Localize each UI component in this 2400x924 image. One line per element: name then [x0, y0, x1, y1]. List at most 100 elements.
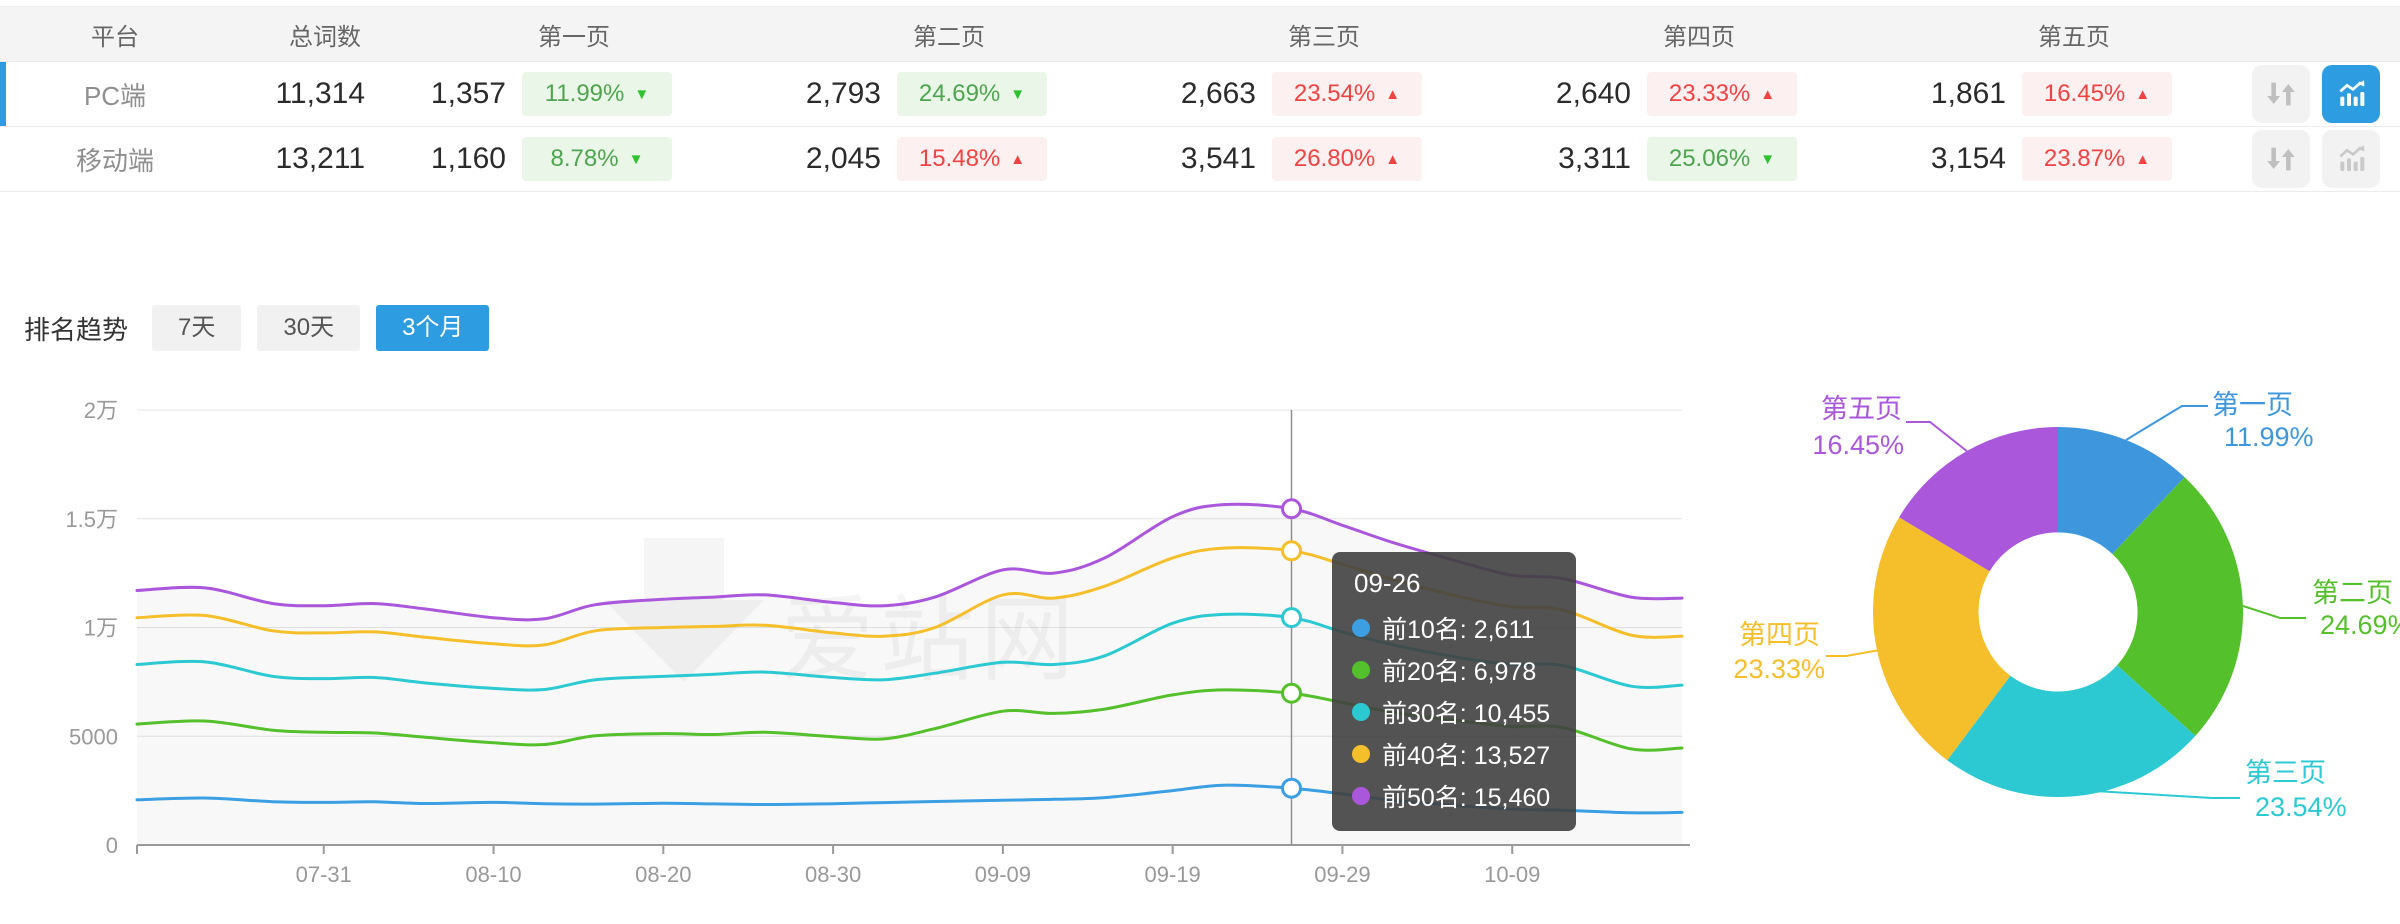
page4-group: 3,311 25.06% ▼: [1430, 137, 1805, 181]
donut-label-第二页: 第二页: [2312, 578, 2393, 608]
trend-arrow-icon: ▲: [2135, 85, 2151, 103]
header-platform: 平台: [91, 23, 139, 51]
header-total-words: 总词数: [289, 23, 361, 51]
total-words-value: 11,314: [275, 77, 365, 110]
header-actions: [2180, 7, 2400, 61]
trend-arrow-icon: ▼: [1760, 150, 1776, 168]
header-page-4: 第四页: [1663, 23, 1735, 51]
change-badge: 16.45% ▲: [2022, 72, 2172, 116]
donut-pct-第二页: 24.69%: [2320, 610, 2400, 640]
page1-group: 1,160 8.78% ▼: [420, 137, 680, 181]
page-count: 3,154: [1930, 142, 2006, 175]
donut-label-第四页: 第四页: [1739, 620, 1820, 650]
table-row-pc[interactable]: PC端 11,314 1,357 11.99% ▼ 2,793 24.69% ▼ 2…: [0, 62, 2400, 127]
x-axis-label: 08-10: [465, 862, 521, 887]
donut-slice-第二页[interactable]: [2112, 477, 2244, 736]
tab-3-months[interactable]: 3个月: [376, 305, 490, 351]
platform-label: 移动端: [75, 145, 154, 176]
keyword-rank-table: 平台 总词数 第一页 第二页 第三页 第四页 第五页 PC端 11,314 1,…: [0, 6, 2400, 192]
y-axis-label: 1万: [84, 616, 118, 641]
label-leader-line: [2242, 605, 2306, 619]
page-count: 2,793: [805, 77, 881, 110]
trend-arrow-icon: ▲: [1760, 85, 1776, 103]
change-badge: 8.78% ▼: [522, 137, 672, 181]
highlight-marker-前10名: [1281, 777, 1303, 799]
updown-arrows-button[interactable]: [2252, 65, 2310, 123]
page-count: 2,045: [805, 142, 881, 175]
donut-slice-第三页[interactable]: [1947, 665, 2196, 798]
header-page-5: 第五页: [2038, 23, 2110, 51]
page-count: 1,160: [430, 142, 506, 175]
highlight-marker-前50名: [1281, 498, 1303, 520]
row-actions: [2180, 130, 2400, 188]
x-axis-label: 08-30: [805, 862, 861, 887]
donut-label-第一页: 第一页: [2212, 390, 2293, 420]
donut-label-第五页: 第五页: [1821, 394, 1902, 424]
trend-arrow-icon: ▲: [1385, 150, 1401, 168]
tab-30-days[interactable]: 30天: [257, 305, 361, 351]
header-page-2: 第二页: [913, 23, 985, 51]
trend-chart-icon: [2339, 80, 2365, 106]
page-count: 3,311: [1558, 142, 1631, 175]
updown-arrows-button[interactable]: [2252, 130, 2310, 188]
table-header-row: 平台 总词数 第一页 第二页 第三页 第四页 第五页: [0, 7, 2400, 62]
y-axis-label: 1.5万: [65, 507, 118, 532]
table-row-mobile[interactable]: 移动端 13,211 1,160 8.78% ▼ 2,045 15.48% ▲ 3,…: [0, 127, 2400, 192]
highlight-marker-前30名: [1281, 607, 1303, 629]
page4-group: 2,640 23.33% ▲: [1430, 72, 1805, 116]
x-axis-label: 09-19: [1145, 862, 1201, 887]
page2-group: 2,045 15.48% ▲: [680, 137, 1055, 181]
trend-chart-button[interactable]: [2322, 65, 2380, 123]
page-count: 1,861: [1930, 77, 2006, 110]
tab-7-days[interactable]: 7天: [152, 305, 242, 351]
change-badge: 11.99% ▼: [522, 72, 672, 116]
donut-pct-第一页: 11.99%: [2224, 422, 2314, 452]
x-axis-label: 10-09: [1484, 862, 1540, 887]
y-axis-label: 0: [106, 833, 118, 858]
updown-arrows-icon: [2267, 147, 2295, 171]
page-count: 3,541: [1180, 142, 1256, 175]
trend-chart-icon: [2339, 145, 2365, 171]
rank-trend-line-chart[interactable]: 0 5000 1万 1.5万 2万爱站网 07-31 08-10 08-20 08-30 09-0…: [0, 370, 1760, 910]
trend-arrow-icon: ▲: [1010, 150, 1026, 168]
x-axis-label: 09-09: [975, 862, 1031, 887]
area-fill: [137, 504, 1682, 845]
trend-arrow-icon: ▲: [1385, 85, 1401, 103]
header-page-3: 第三页: [1288, 23, 1360, 51]
change-badge: 24.69% ▼: [897, 72, 1047, 116]
change-badge: 23.33% ▲: [1647, 72, 1797, 116]
line-chart-svg[interactable]: 0 5000 1万 1.5万 2万爱站网 07-31 08-10 08-20 08-30 09-0…: [0, 370, 1760, 910]
rank-trend-toolbar: 排名趋势 7天 30天 3个月: [24, 305, 490, 351]
trend-arrow-icon: ▼: [1010, 85, 1026, 103]
donut-pct-第三页: 23.54%: [2255, 792, 2347, 822]
trend-arrow-icon: ▼: [634, 85, 650, 103]
trend-arrow-icon: ▼: [628, 150, 644, 168]
donut-slice-第一页[interactable]: [2058, 427, 2185, 554]
label-leader-line: [1906, 421, 1969, 453]
change-badge: 15.48% ▲: [897, 137, 1047, 181]
label-leader-line: [2125, 405, 2208, 441]
page5-group: 3,154 23.87% ▲: [1805, 137, 2180, 181]
watermark: 爱站网: [604, 538, 1074, 692]
donut-pct-第五页: 16.45%: [1812, 430, 1904, 460]
change-badge: 26.80% ▲: [1272, 137, 1422, 181]
change-badge: 23.87% ▲: [2022, 137, 2172, 181]
y-axis-label: 5000: [69, 724, 118, 749]
y-axis-label: 2万: [84, 398, 118, 423]
x-axis-label: 08-20: [635, 862, 691, 887]
label-leader-line: [2077, 789, 2240, 799]
donut-slice-第五页[interactable]: [1899, 427, 2058, 572]
rank-trend-title: 排名趋势: [24, 314, 129, 345]
donut-label-第三页: 第三页: [2245, 758, 2326, 788]
trend-chart-button[interactable]: [2322, 130, 2380, 188]
donut-pct-第四页: 23.33%: [1733, 654, 1825, 684]
total-words-value: 13,211: [275, 142, 365, 175]
row-actions: [2180, 65, 2400, 123]
donut-slice-第四页[interactable]: [1872, 517, 2011, 761]
platform-label: PC端: [83, 80, 147, 111]
change-badge: 23.54% ▲: [1272, 72, 1422, 116]
page3-group: 3,541 26.80% ▲: [1055, 137, 1430, 181]
label-leader-line: [1826, 649, 1881, 657]
